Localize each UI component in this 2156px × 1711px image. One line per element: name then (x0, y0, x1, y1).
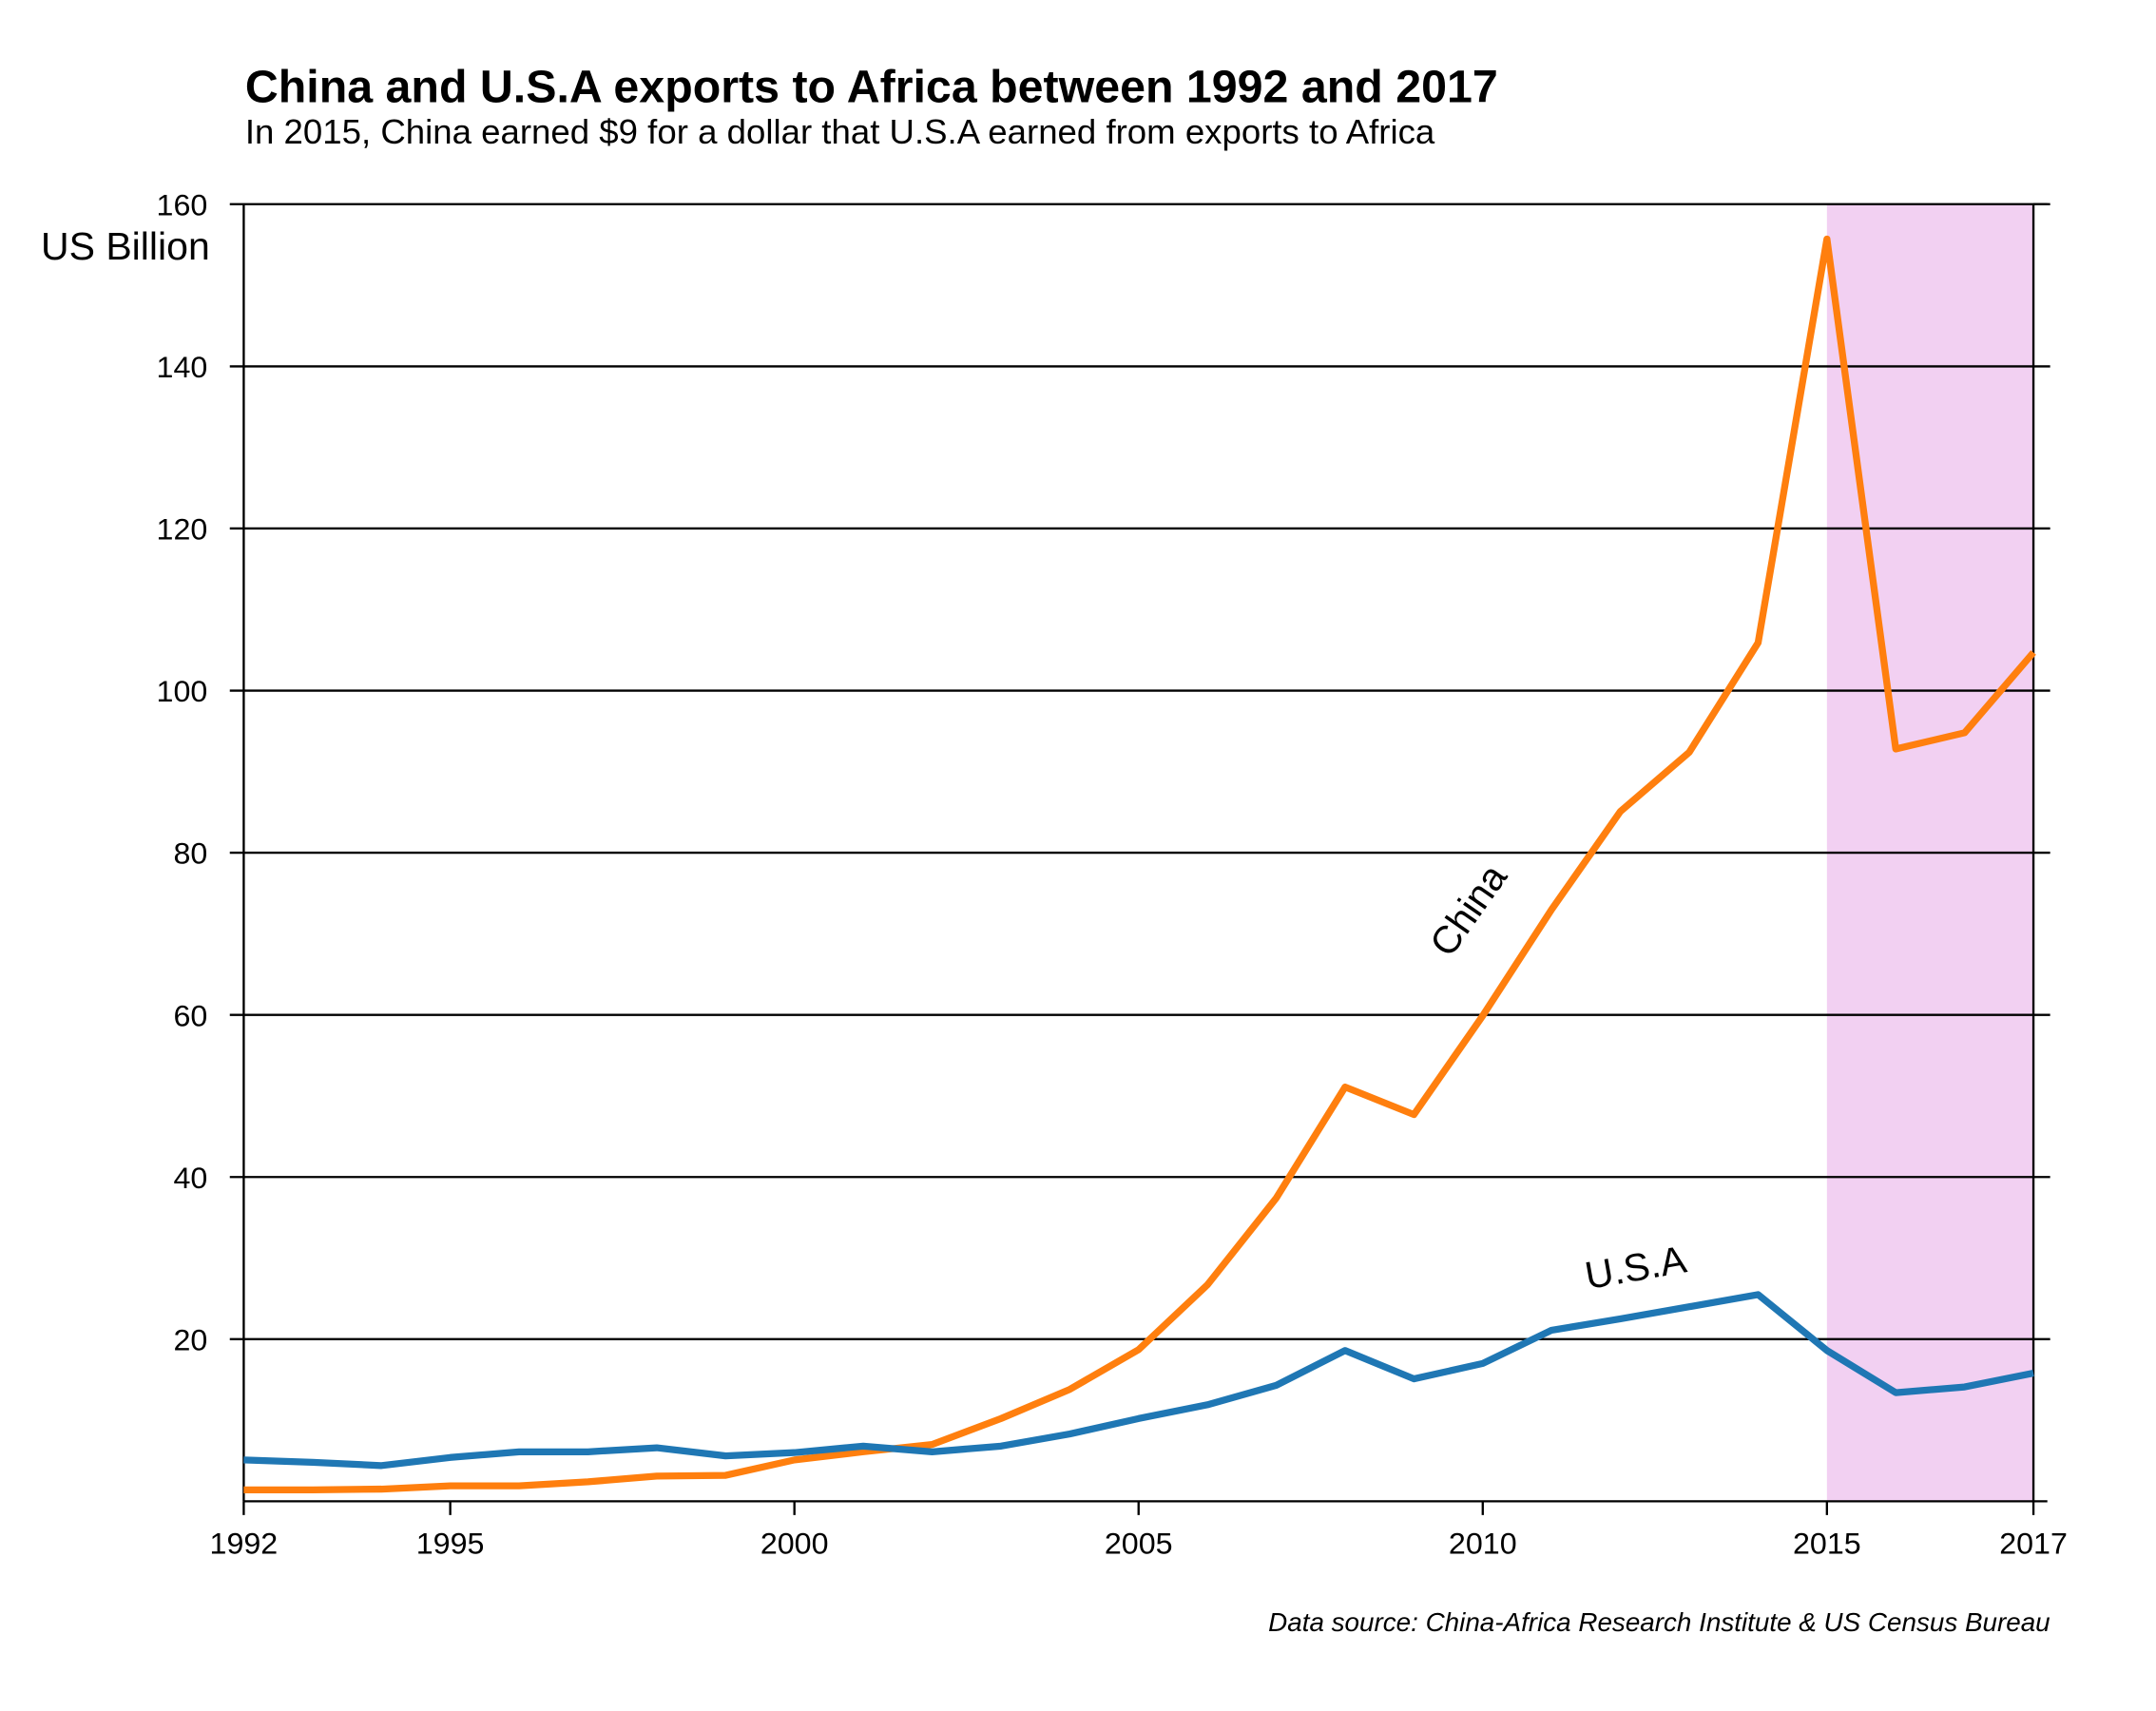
x-tick-label: 1992 (210, 1527, 279, 1561)
line-series (243, 1291, 2034, 1470)
annotation: China (1421, 856, 1515, 963)
line-series (243, 235, 2036, 1494)
x-tick-label: 2000 (760, 1527, 829, 1561)
source-note: Data source: China-Africa Research Insti… (1268, 1607, 2050, 1637)
y-tick-label: 40 (173, 1161, 207, 1195)
y-tick-label: 60 (173, 998, 207, 1032)
y-tick-label: 140 (157, 350, 208, 384)
x-tick-label: 1995 (416, 1527, 485, 1561)
y-axis-label: US Billion (41, 224, 210, 268)
x-tick-label: 2015 (1793, 1527, 1861, 1561)
y-tick-label: 160 (157, 188, 208, 222)
x-tick-label: 2005 (1105, 1527, 1173, 1561)
chart-title: China and U.S.A exports to Africa betwee… (245, 62, 1498, 113)
x-tick-label: 2017 (1999, 1527, 2068, 1561)
y-tick-label: 20 (173, 1323, 207, 1357)
chart-subtitle: In 2015, China earned $9 for a dollar th… (245, 112, 1435, 151)
x-tick-label: 2010 (1449, 1527, 1517, 1561)
y-tick-label: 80 (173, 836, 207, 871)
y-tick-label: 120 (157, 512, 208, 547)
y-tick-label: 100 (157, 674, 208, 708)
annotation: U.S.A (1582, 1237, 1690, 1298)
